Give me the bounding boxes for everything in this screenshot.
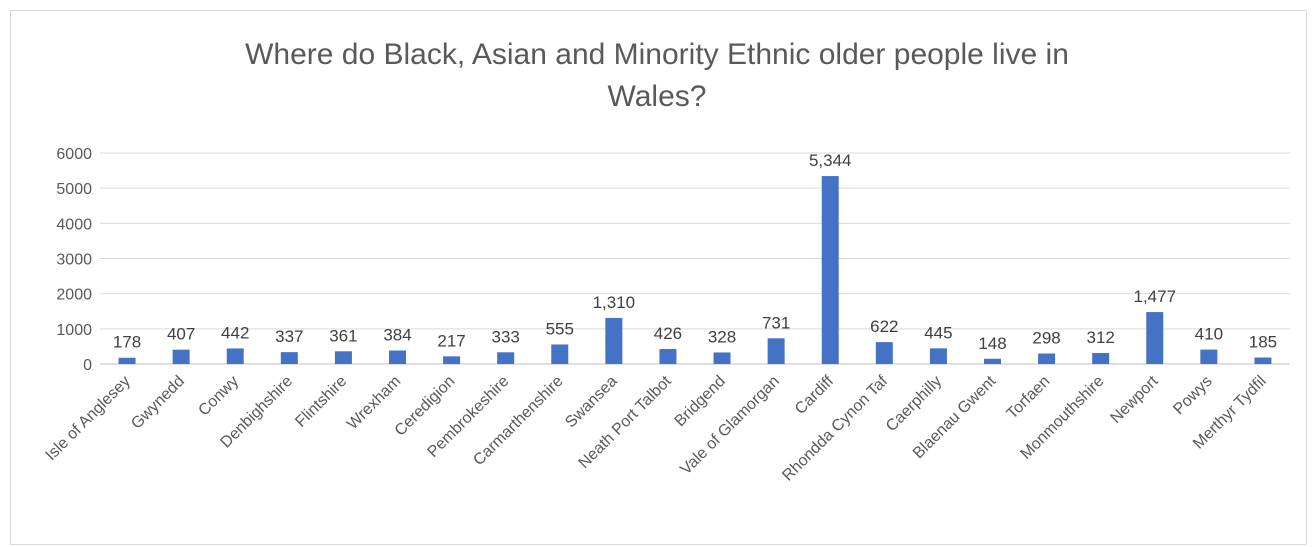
bar <box>280 352 298 364</box>
category-label: Gwynedd <box>128 373 188 433</box>
data-label: 185 <box>1249 332 1277 351</box>
y-tick-label: 1000 <box>56 322 92 339</box>
category-label: Powys <box>1170 373 1215 418</box>
data-label: 361 <box>329 326 357 345</box>
data-label: 731 <box>762 313 790 332</box>
bar <box>226 348 244 364</box>
bar <box>875 342 893 364</box>
data-label: 622 <box>870 317 898 336</box>
y-tick-label: 6000 <box>56 146 92 163</box>
data-label: 407 <box>167 325 195 344</box>
bar <box>821 176 839 364</box>
data-label: 298 <box>1032 329 1060 348</box>
bar <box>659 349 677 364</box>
bar <box>172 349 190 364</box>
data-label: 148 <box>978 334 1006 353</box>
chart-title-line2: Wales? <box>607 80 707 113</box>
y-tick-label: 5000 <box>56 181 92 198</box>
bar <box>713 352 731 364</box>
data-label: 5,344 <box>809 151 852 170</box>
data-label: 312 <box>1086 328 1114 347</box>
data-label: 1,310 <box>593 293 636 312</box>
bar <box>551 344 569 364</box>
chart-title-line1: Where do Black, Asian and Minority Ethni… <box>245 38 1069 71</box>
data-label: 337 <box>275 327 303 346</box>
data-label: 442 <box>221 323 249 342</box>
bar <box>1200 349 1218 364</box>
category-label: Newport <box>1107 372 1162 427</box>
category-label: Flintshire <box>292 373 350 431</box>
y-tick-label: 4000 <box>56 216 92 233</box>
data-label: 555 <box>546 319 574 338</box>
bar <box>443 356 461 364</box>
data-label: 426 <box>654 324 682 343</box>
bar <box>767 338 785 364</box>
category-label: Neath Port Talbot <box>576 372 676 472</box>
data-label: 328 <box>708 327 736 346</box>
bar <box>1092 353 1110 364</box>
bar <box>389 350 406 364</box>
chart-title: Where do Black, Asian and Minority Ethni… <box>0 34 1314 118</box>
category-label: Bridgend <box>672 373 729 430</box>
chart-frame <box>10 10 1307 545</box>
category-label: Torfaen <box>1004 373 1054 423</box>
bar <box>1038 353 1056 364</box>
y-tick-label: 0 <box>83 357 92 374</box>
y-tick-label: 2000 <box>56 287 92 304</box>
data-label: 333 <box>491 327 519 346</box>
data-label: 217 <box>437 331 465 350</box>
bar <box>929 348 947 364</box>
bar <box>334 351 352 364</box>
y-tick-label: 3000 <box>56 252 92 269</box>
category-label: Vale of Glamorgan <box>677 373 783 479</box>
bar <box>984 358 1001 364</box>
bar <box>1254 357 1272 364</box>
data-label: 178 <box>113 333 141 352</box>
data-label: 410 <box>1195 325 1223 344</box>
category-label: Conwy <box>195 373 242 420</box>
bar <box>118 357 136 364</box>
bar <box>1146 312 1164 364</box>
bar <box>497 352 515 364</box>
data-label: 445 <box>924 323 952 342</box>
data-label: 384 <box>383 325 411 344</box>
bar <box>605 317 623 364</box>
category-label: Cardiff <box>792 372 838 418</box>
category-label: Isle of Anglesey <box>43 373 134 464</box>
data-label: 1,477 <box>1133 287 1176 306</box>
category-label: Rhondda Cynon Taf <box>779 372 891 484</box>
